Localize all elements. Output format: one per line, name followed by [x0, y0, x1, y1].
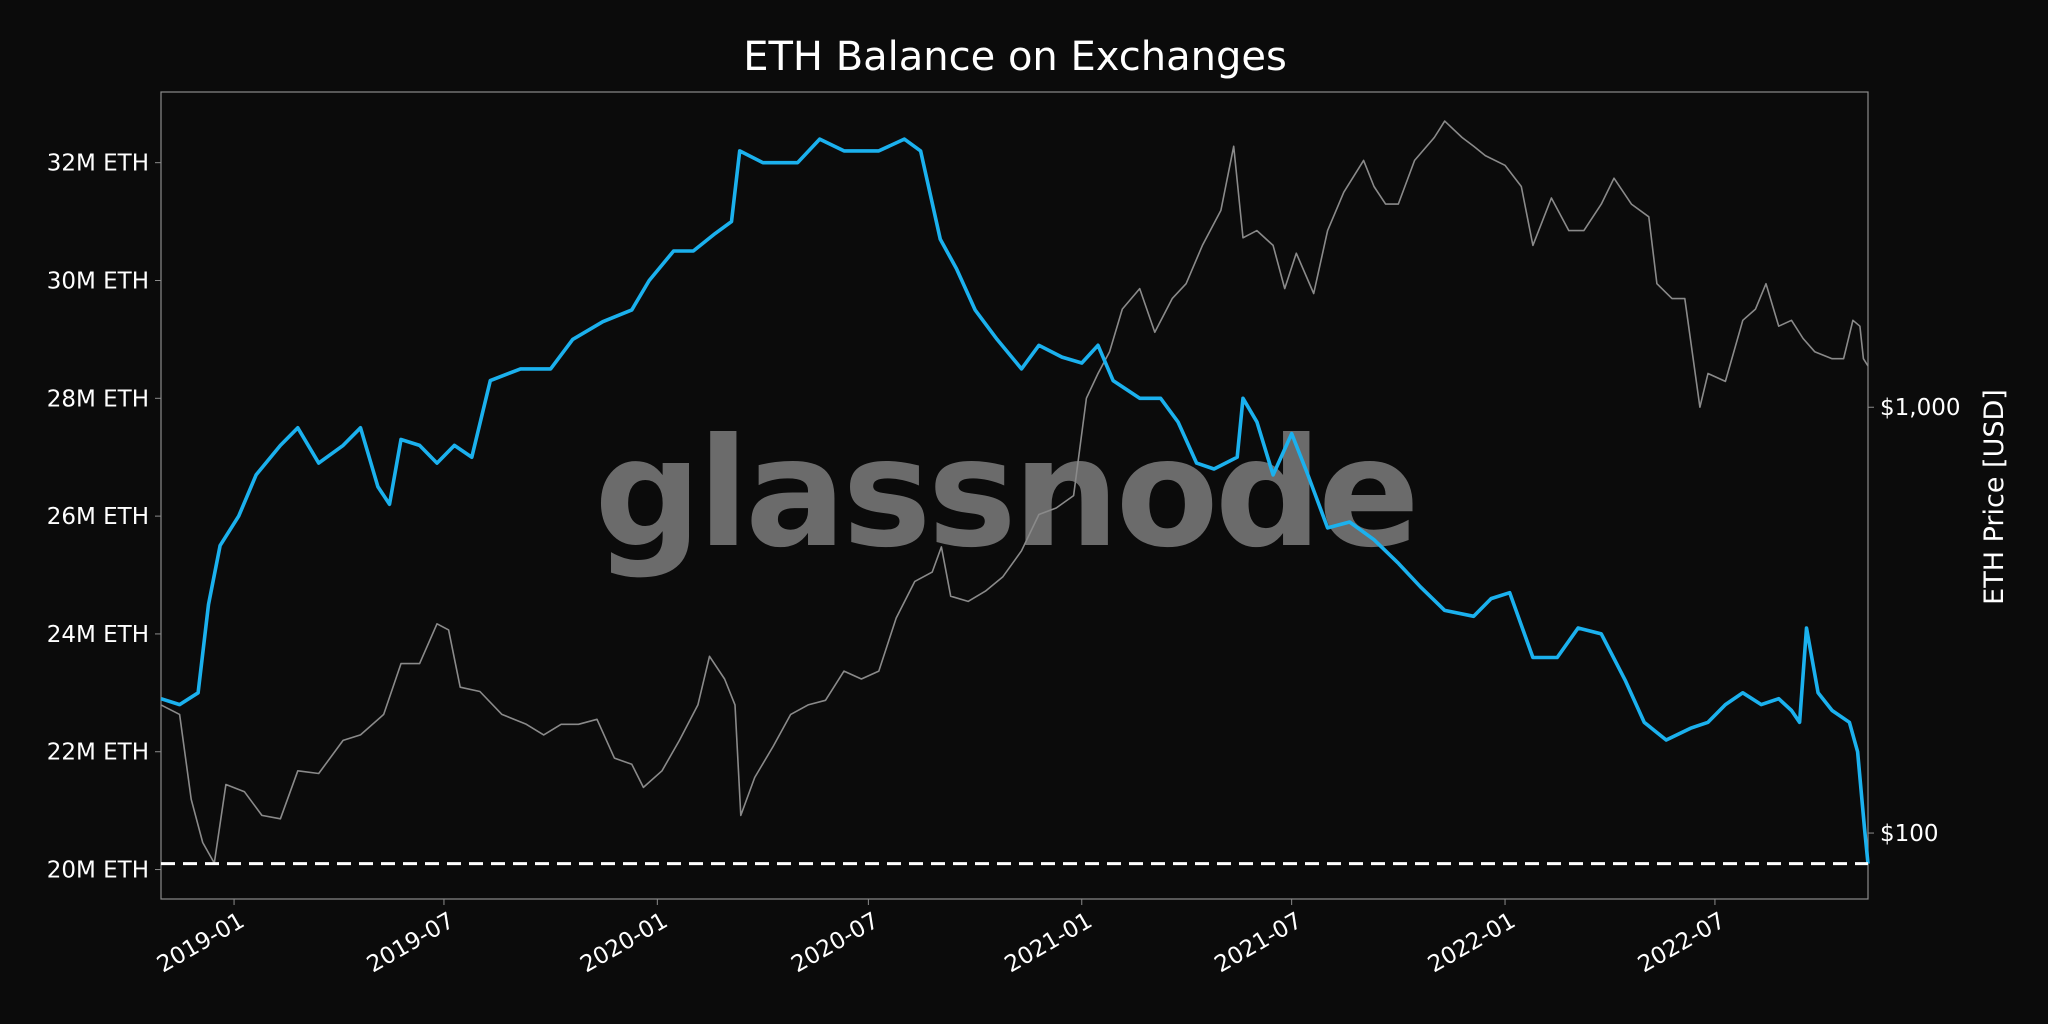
left-tick-label: 28M ETH [47, 386, 149, 412]
eth-balance-series-line [160, 137, 1870, 864]
series-layer [160, 120, 1870, 864]
right-tick-label: $1,000 [1880, 395, 1960, 421]
right-axis-label: ETH Price [USD] [1979, 389, 2010, 605]
left-tick-label: 22M ETH [47, 740, 149, 766]
eth-price-series-line [160, 120, 1869, 864]
left-tick-label: 30M ETH [47, 268, 149, 294]
glassnode-watermark: glassnode [594, 407, 1416, 581]
right-axis-ticks: $100 $1,000 [1868, 395, 1960, 847]
chart-title: ETH Balance on Exchanges [743, 34, 1287, 80]
left-tick-label: 20M ETH [47, 858, 149, 884]
left-tick-label: 32M ETH [47, 151, 149, 177]
left-axis-ticks: 20M ETH 22M ETH 24M ETH 26M ETH 28M ETH 30M E… [47, 151, 161, 884]
plot-area-frame [160, 91, 1869, 900]
right-tick-label: $100 [1880, 821, 1939, 847]
left-tick-label: 26M ETH [47, 504, 149, 530]
left-tick-label: 24M ETH [47, 622, 149, 648]
